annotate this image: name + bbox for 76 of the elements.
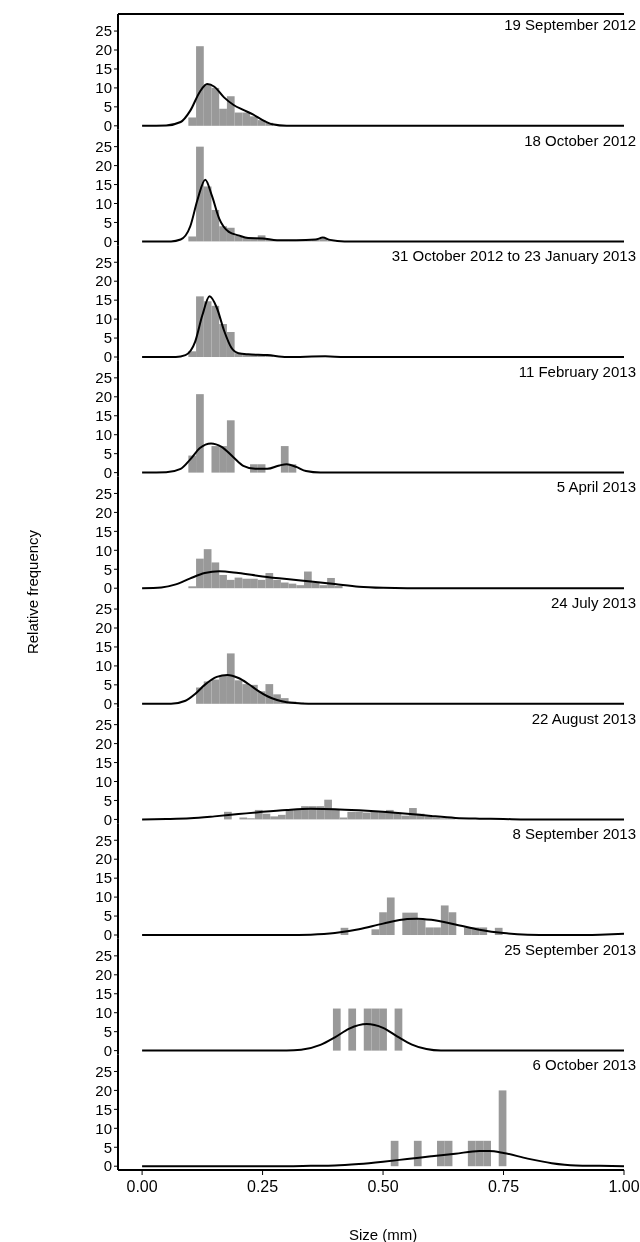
y-tick-label: 10 [95,194,112,212]
y-tick-label: 20 [95,734,112,752]
chart-title: 22 August 2013 [531,709,636,727]
x-tick-label: 0.50 [367,1178,399,1195]
y-tick-label: 15 [95,291,112,309]
y-tick-label: 15 [95,1100,112,1118]
y-tick-label: 10 [95,888,112,906]
y-tick-label: 10 [95,657,112,675]
y-tick-label: 25 [95,137,112,155]
y-tick-label: 20 [95,503,112,521]
y-tick-label: 5 [103,791,112,809]
y-axis-title: Relative frequency [24,529,41,655]
chart-title: 31 October 2012 to 23 January 2013 [391,247,636,265]
y-tick-label: 10 [95,310,112,328]
x-tick-label: 1.00 [608,1178,640,1195]
y-tick-label: 10 [95,541,112,559]
y-tick-label: 5 [103,213,112,231]
y-tick-label: 20 [95,619,112,637]
y-tick-label: 15 [95,753,112,771]
chart-title: 5 April 2013 [556,478,636,496]
y-tick-label: 0 [103,926,112,944]
y-tick-label: 20 [95,1081,112,1099]
y-tick-label: 20 [95,850,112,868]
y-tick-label: 0 [103,579,112,597]
y-tick-label: 20 [95,156,112,174]
y-tick-label: 25 [95,831,112,849]
y-tick-label: 0 [103,117,112,135]
y-tick-label: 25 [95,947,112,965]
y-tick-label: 25 [95,1062,112,1080]
y-tick-label: 15 [95,60,112,78]
y-tick-label: 0 [103,695,112,713]
y-tick-label: 10 [95,1003,112,1021]
chart-title: 6 October 2013 [532,1056,636,1074]
x-tick-label: 0.00 [126,1178,158,1195]
y-tick-label: 0 [103,1041,112,1059]
y-tick-label: 20 [95,41,112,59]
y-tick-label: 10 [95,1119,112,1137]
chart-title: 25 September 2013 [504,940,636,958]
y-tick-label: 10 [95,772,112,790]
y-tick-label: 0 [103,232,112,250]
x-tick-label: 0.75 [487,1178,520,1195]
y-tick-label: 0 [103,348,112,366]
y-tick-label: 5 [103,444,112,462]
chart-title: 19 September 2012 [504,16,636,33]
y-tick-label: 5 [103,907,112,925]
y-tick-label: 25 [95,715,112,733]
chart-title: 24 July 2013 [550,594,636,611]
y-tick-label: 25 [95,22,112,40]
chart-title: 8 September 2013 [512,825,636,843]
y-tick-label: 5 [103,676,112,694]
y-tick-label: 15 [95,175,112,193]
y-tick-label: 5 [103,560,112,578]
y-tick-label: 5 [103,98,112,116]
y-tick-label: 25 [95,600,112,618]
y-tick-label: 15 [95,407,112,425]
chart-title: 18 October 2012 [524,131,636,149]
y-tick-label: 25 [95,484,112,502]
y-tick-label: 10 [95,425,112,443]
chart-title: 11 February 2013 [518,362,636,380]
y-tick-label: 0 [103,1157,112,1175]
y-tick-label: 15 [95,869,112,887]
y-tick-label: 15 [95,985,112,1003]
y-tick-label: 15 [95,638,112,656]
y-tick-label: 5 [103,329,112,347]
x-tick-label: 0.25 [247,1178,279,1195]
y-tick-label: 5 [103,1138,112,1156]
y-tick-label: 5 [103,1022,112,1040]
y-tick-label: 0 [103,463,112,481]
y-tick-label: 20 [95,272,112,290]
y-tick-label: 10 [95,79,112,97]
y-tick-label: 15 [95,522,112,540]
y-tick-label: 0 [103,810,112,828]
y-tick-label: 25 [95,369,112,387]
y-tick-label: 25 [95,253,112,271]
y-tick-label: 20 [95,966,112,984]
y-tick-label: 20 [95,388,112,406]
